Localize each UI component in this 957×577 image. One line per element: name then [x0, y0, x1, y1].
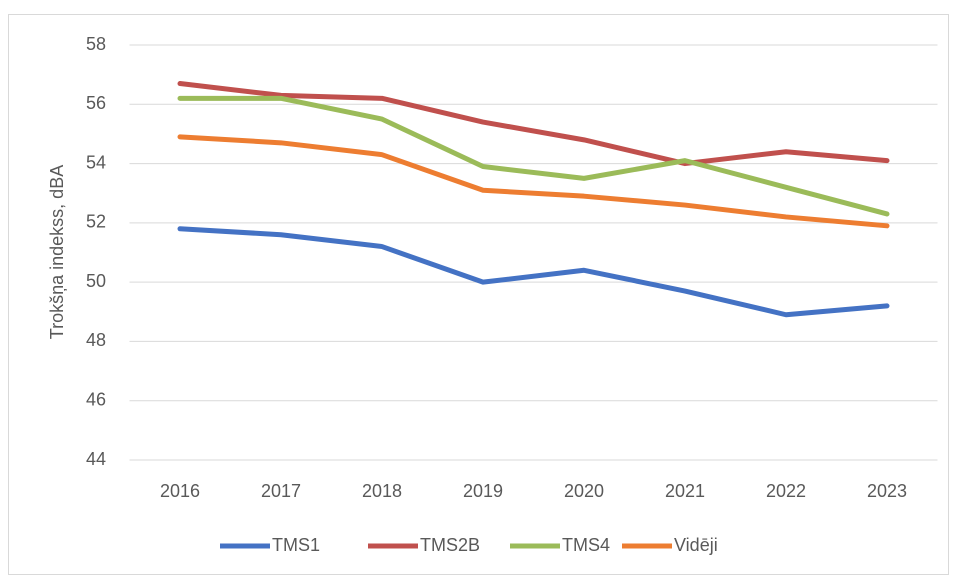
- y-tick-label: 56: [86, 93, 106, 113]
- chart-border: [8, 14, 949, 575]
- series-line: [177, 95, 890, 217]
- y-tick-label: 52: [86, 212, 106, 232]
- x-tick-label: 2022: [766, 481, 806, 501]
- y-tick-label: 46: [86, 389, 106, 409]
- x-tick-label: 2018: [362, 481, 402, 501]
- series-line: [177, 226, 890, 318]
- y-tick-label: 48: [86, 330, 106, 350]
- y-tick-label: 54: [86, 152, 106, 172]
- series-line: [177, 134, 890, 229]
- y-axis-label: Trokšņa indekss, dBA: [47, 165, 67, 339]
- legend-label: TMS4: [562, 535, 610, 555]
- legend-label: TMS2B: [420, 535, 480, 555]
- legend-label: Vidēji: [674, 535, 718, 555]
- y-tick-label: 44: [86, 449, 106, 469]
- x-tick-label: 2019: [463, 481, 503, 501]
- y-tick-label: 50: [86, 271, 106, 291]
- x-tick-label: 2016: [160, 481, 200, 501]
- x-tick-label: 2023: [867, 481, 907, 501]
- x-tick-label: 2020: [564, 481, 604, 501]
- series-line: [177, 81, 890, 167]
- x-tick-label: 2017: [261, 481, 301, 501]
- y-tick-label: 58: [86, 34, 106, 54]
- legend-label: TMS1: [272, 535, 320, 555]
- x-tick-label: 2021: [665, 481, 705, 501]
